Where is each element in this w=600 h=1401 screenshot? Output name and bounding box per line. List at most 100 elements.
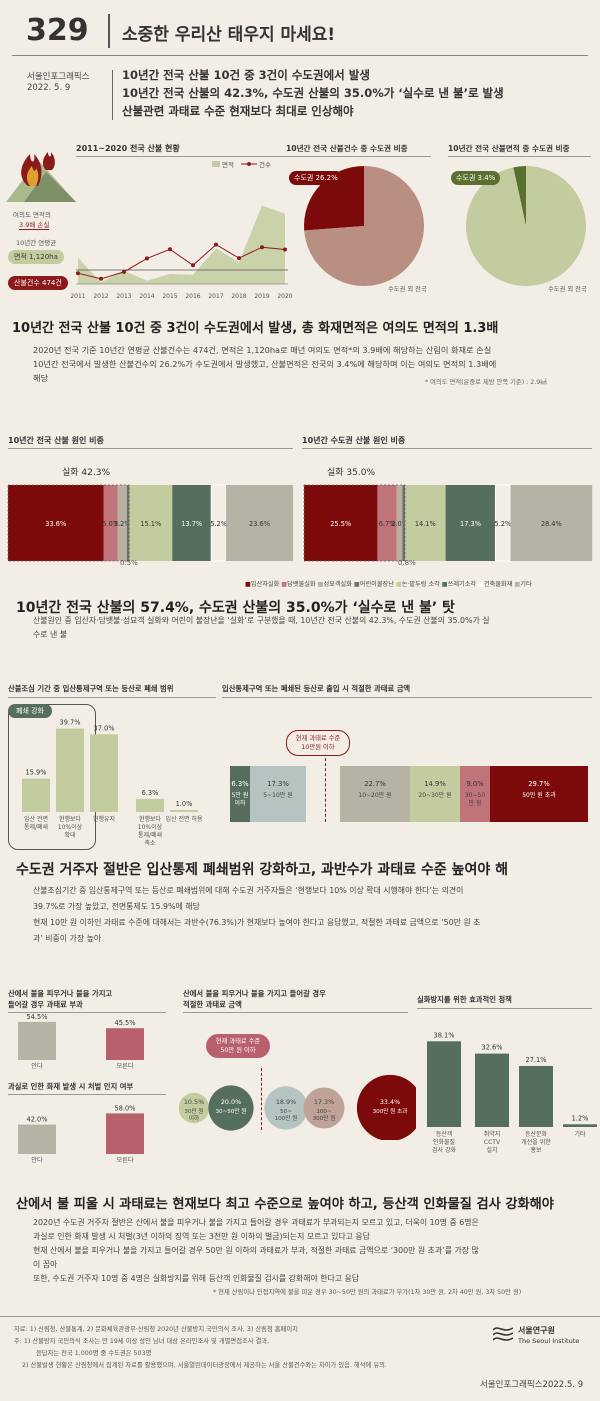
legend-count-label: 건수 [259, 160, 271, 169]
cause-right-title: 10년간 수도권 산불 원인 비중 [302, 436, 406, 445]
footer-note-1: 주: 1) 산불방지 국민의식 조사는 만 19세 이상 성인 남녀 대상 온라… [14, 1338, 270, 1345]
cause-segment [377, 485, 397, 561]
policy-category: 검사 강화 [432, 1146, 456, 1154]
line-chart-title: 2011~2020 전국 산불 현황 [76, 144, 180, 153]
page-number: 329 [26, 13, 89, 48]
fine-entry-current-bubble: 현재 과태료 수준 10만원 이하 [286, 730, 350, 756]
headline-1: 10년간 전국 산불 10건 중 3건이 수도권에서 발생 [122, 68, 370, 82]
closure-category: 통제/폐쇄 [138, 831, 162, 839]
mistake-bracket [303, 484, 406, 562]
fine-entry-divider [325, 758, 326, 822]
count-point [237, 256, 241, 261]
mistake-bracket [7, 484, 130, 562]
closure-value: 15.9% [26, 769, 47, 777]
headline-divider [112, 70, 113, 120]
s1-p1: 2020년 전국 기준 10년간 연평균 산불건수는 474건, 면적은 1,1… [33, 345, 492, 355]
policy-bar [563, 1124, 597, 1127]
s3-p1: 산불조심기간 중 입산통제구역 또는 등산로 폐쇄범위에 대해 수도권 거주자들… [33, 886, 464, 895]
legend-area-label: 면적 [222, 160, 234, 169]
fine-entry-category: 30~50 [465, 792, 485, 799]
closure-value: 1.0% [176, 800, 193, 808]
logo-english: The Seoul Institute [518, 1337, 580, 1345]
pie2-slice-other [465, 166, 586, 286]
cause-left-title: 10년간 전국 산불 원인 비중 [8, 436, 104, 445]
policy-value: 1.2% [572, 1114, 589, 1122]
policy-category: 기타 [574, 1130, 586, 1138]
s3-heading: 수도권 거주자 절반은 입산통제 폐쇄범위 강화하고, 과반수가 과태료 수준 … [16, 862, 508, 878]
closure-value: 6.3% [142, 789, 159, 797]
headline-3: 산불관련 과태료 수준 현재보다 최대로 인상해야 [122, 104, 354, 118]
fine-entry-category: 만 원 [469, 799, 482, 807]
closure-category: 현행보다 [59, 815, 82, 823]
legend-item: ■기타 [514, 581, 532, 588]
s2-p1: 산불원인 중 입산자·담뱃불·성묘객 실화와 어린이 불장난을 ‘실화’로 구분… [33, 616, 490, 625]
x-tick-label: 2015 [162, 293, 177, 300]
closure-category: 10%이상 [138, 823, 163, 831]
policy-value: 38.1% [434, 1031, 455, 1039]
policy-bar [519, 1066, 553, 1127]
awareness-category: 안다 [31, 1156, 43, 1164]
pie2 [465, 166, 586, 286]
fine-bubble-value: 17.3% [314, 1098, 334, 1106]
q2-rule [8, 1094, 166, 1095]
cause-segment [510, 485, 593, 561]
pie1-slice-other [304, 166, 424, 286]
cause-value-label: 17.3% [460, 520, 481, 528]
x-tick-label: 2011 [70, 293, 85, 300]
pie1-title: 10년간 전국 산불건수 중 수도권 비중 [286, 144, 408, 153]
legend-item: ■담뱃불실화 [281, 581, 316, 588]
count-point [191, 263, 195, 268]
s3-p4: 과’ 비중이 가장 높아 [33, 934, 102, 943]
closure-bar [22, 778, 50, 812]
fine-entry-category: 10~20만 원 [358, 791, 391, 799]
legend-item: ■입산자실화 [245, 581, 280, 588]
closure-title: 산불조심 기간 중 입산통제구역 또는 등산로 폐쇄 범위 [8, 684, 174, 693]
q2-title: 과실로 인한 화재 발생 시 처벌 인지 여부 [8, 1082, 134, 1091]
pie1-slice-capital [303, 166, 364, 231]
pie1-other-label: 수도권 외 전국 [388, 286, 427, 293]
policy-bar [427, 1041, 461, 1127]
cause-value-label: 5.2% [495, 520, 512, 528]
cause-left-chart: 33.6% 5.0%3.2% 15.1% 13.7% 5.2% 23.6% [7, 484, 294, 562]
fine-fire-rule [183, 1012, 408, 1013]
cause-segment [402, 485, 405, 561]
fine-bubble [264, 1086, 308, 1130]
cause-segment [304, 485, 378, 561]
pub-date: 2022. 5. 9 [27, 83, 71, 93]
count-point [145, 256, 149, 261]
fine-entry-rule [222, 697, 592, 698]
count-point [283, 247, 287, 252]
fine-bubble [356, 1074, 416, 1140]
cause-left-rule [8, 448, 293, 449]
x-tick-label: 2019 [254, 293, 269, 300]
awareness-value: 42.0% [27, 1116, 48, 1124]
fine-entry-category: 이하 [234, 799, 246, 807]
legend-item: ■논·밭두렁 소각 [395, 581, 440, 588]
cause-segment [117, 485, 127, 561]
policy-bar [475, 1053, 509, 1127]
closure-category: 10%이상 [58, 823, 83, 831]
bubble-line-2: 50만 원 이하 [220, 1047, 256, 1054]
yeouido-label-2: 3.9배 손실 [19, 221, 50, 230]
legend-count-dot [247, 162, 251, 166]
cause-segment [126, 485, 130, 561]
seoul-institute-logo-icon [492, 1324, 514, 1346]
cause-value-label: 14.1% [415, 520, 436, 528]
s3-p2: 39.7%로 가장 높았고, 전면통제도 15.9%에 해당 [33, 902, 200, 911]
fine-fire-current-bubble: 현재 과태료 수준 50만 원 이하 [206, 1034, 270, 1058]
area-series [78, 205, 285, 284]
legend-item: ■어린이불장난 [353, 581, 394, 588]
pie1 [303, 166, 424, 286]
awareness-value: 54.5% [27, 1014, 48, 1021]
page-title: 소중한 우리산 태우지 마세요! [122, 25, 336, 45]
bubble-line-2: 10만원 이하 [301, 744, 335, 751]
policy-rule [417, 1008, 592, 1009]
s4-p2: 과실로 인한 화재 발생 시 처벌(3년 이하의 징역 또는 3천만 원 이하의… [33, 1232, 370, 1241]
logo-korean: 서울연구원 [518, 1326, 555, 1335]
policy-category: 취약지 [484, 1130, 501, 1138]
cause-value-label: 3.2% [114, 520, 131, 528]
cause-legend: ■입산자실화 ■담뱃불실화 ■성묘객실화 ■어린이불장난 ■논·밭두렁 소각 ■… [245, 579, 532, 588]
cause-segment [445, 485, 496, 561]
fine-entry-category: 5만 원 [232, 791, 249, 799]
